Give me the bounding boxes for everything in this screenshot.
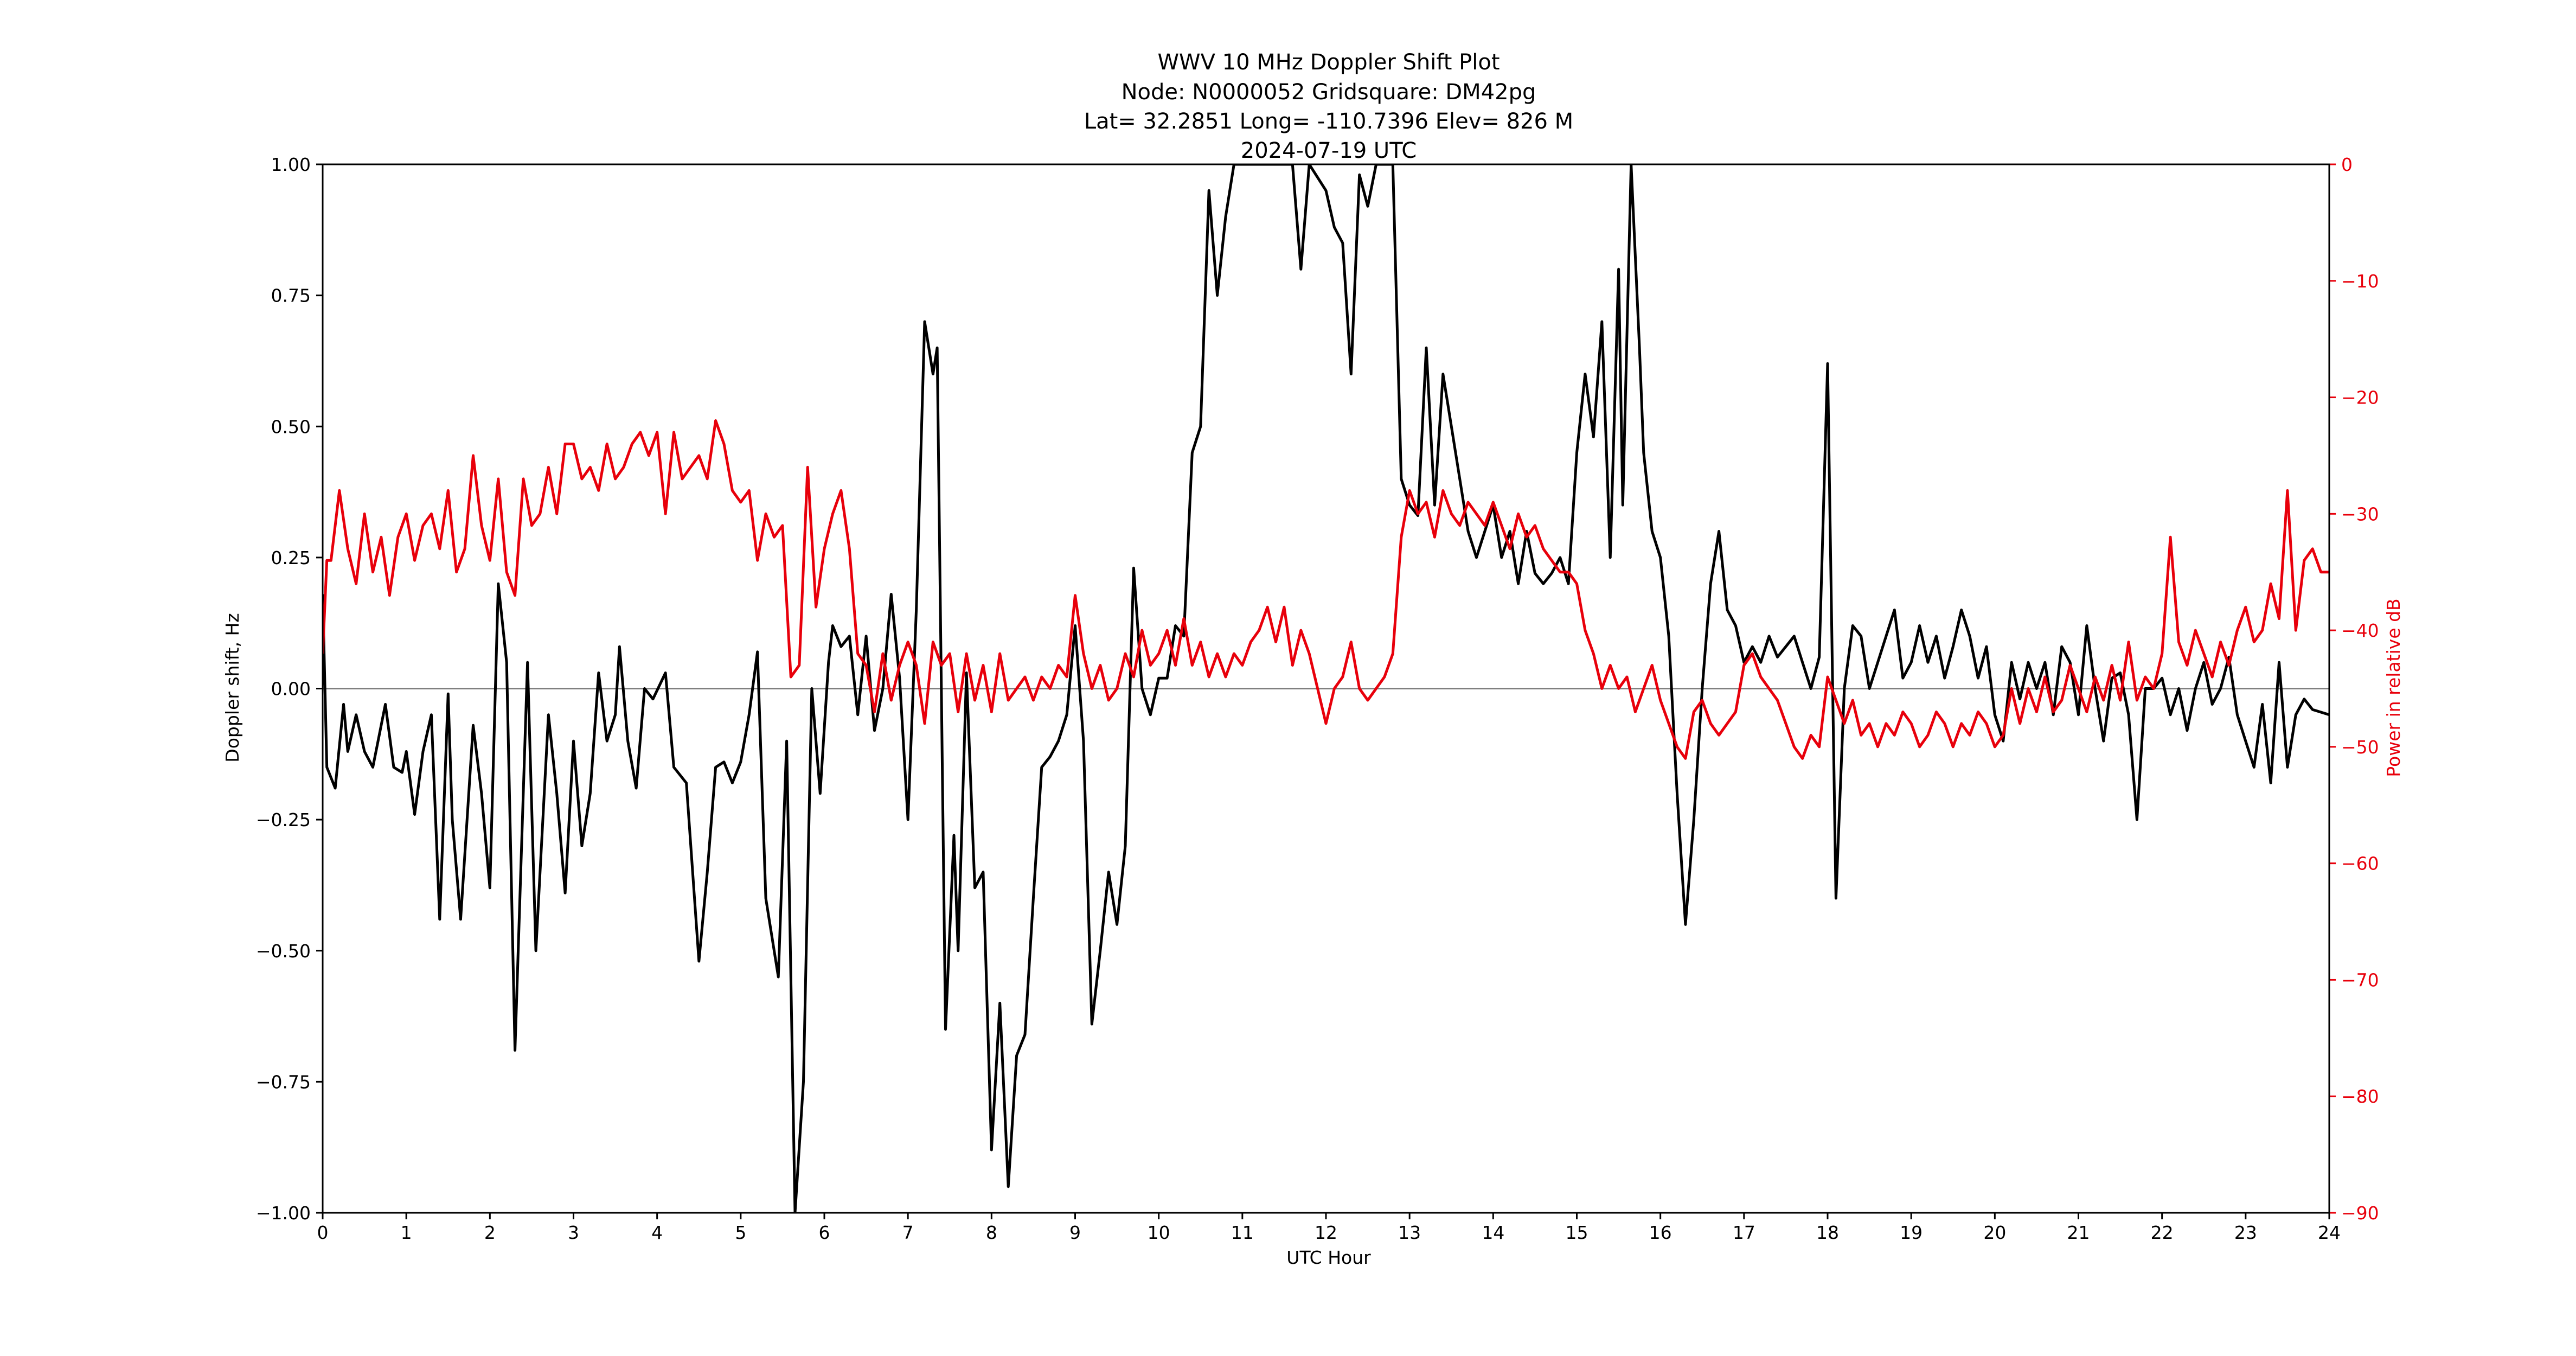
axes-frame	[322, 163, 2330, 1214]
left-tick-label: −0.50	[256, 941, 311, 962]
x-tick-label: 10	[1148, 1222, 1170, 1243]
left-axis-ticks: −1.00 −0.75 −0.50 −0.25 0.00 0.25 0.50 0.75 1.00	[256, 154, 323, 1224]
x-axis-ticks: 0 1 2 3 4 5 6 7 8 9 10 11 12 13 14 15 16 17 18 19 20 21 22 23 24	[317, 1213, 2341, 1243]
title-line-1: WWV 10 MHz Doppler Shift Plot	[1157, 50, 1500, 75]
left-tick-label: 1.00	[271, 154, 311, 175]
right-tick-label: −20	[2341, 387, 2379, 408]
x-tick-label: 17	[1733, 1222, 1755, 1243]
x-tick-label: 13	[1398, 1222, 1421, 1243]
left-tick-label: −0.25	[256, 809, 311, 830]
x-tick-label: 6	[819, 1222, 830, 1243]
title-line-4: 2024-07-19 UTC	[1241, 138, 1417, 163]
x-axis-label: UTC Hour	[1286, 1247, 1371, 1268]
right-axis-ticks: −90 −80 −70 −60 −50 −40 −30 −20 −10 0	[2329, 154, 2379, 1224]
right-tick-label: 0	[2341, 154, 2353, 175]
x-tick-label: 15	[1566, 1222, 1588, 1243]
right-tick-label: −10	[2341, 271, 2379, 292]
x-tick-label: 23	[2234, 1222, 2257, 1243]
x-tick-label: 20	[1983, 1222, 2006, 1243]
x-tick-label: 1	[401, 1222, 412, 1243]
left-tick-label: 0.50	[271, 416, 311, 437]
right-tick-label: −50	[2341, 737, 2379, 758]
x-tick-label: 7	[902, 1222, 914, 1243]
left-tick-label: 0.75	[271, 285, 311, 306]
x-tick-label: 0	[317, 1222, 329, 1243]
x-tick-label: 9	[1069, 1222, 1081, 1243]
plot-area	[323, 164, 2329, 1213]
left-tick-label: −1.00	[256, 1203, 311, 1224]
x-tick-label: 8	[986, 1222, 997, 1243]
x-tick-label: 21	[2067, 1222, 2090, 1243]
x-tick-label: 19	[1900, 1222, 1923, 1243]
right-tick-label: −60	[2341, 853, 2379, 874]
x-tick-label: 4	[651, 1222, 663, 1243]
doppler-series-line	[323, 164, 2329, 1213]
x-tick-label: 11	[1231, 1222, 1254, 1243]
right-tick-label: −80	[2341, 1086, 2379, 1107]
power-series-line	[323, 419, 2329, 760]
x-tick-label: 3	[568, 1222, 579, 1243]
chart-title: WWV 10 MHz Doppler Shift Plot Node: N000…	[1084, 50, 1573, 163]
left-tick-label: 0.00	[271, 679, 311, 700]
x-tick-label: 16	[1649, 1222, 1672, 1243]
x-tick-label: 24	[2318, 1222, 2341, 1243]
x-tick-label: 2	[484, 1222, 496, 1243]
right-axis-label: Power in relative dB	[2383, 598, 2404, 777]
left-tick-label: −0.75	[256, 1071, 311, 1092]
x-tick-label: 12	[1315, 1222, 1337, 1243]
left-tick-label: 0.25	[271, 547, 311, 568]
x-tick-label: 14	[1482, 1222, 1504, 1243]
right-tick-label: −30	[2341, 503, 2379, 525]
x-tick-label: 22	[2151, 1222, 2174, 1243]
title-line-2: Node: N0000052 Gridsquare: DM42pg	[1122, 80, 1536, 105]
title-line-3: Lat= 32.2851 Long= -110.7396 Elev= 826 M	[1084, 109, 1573, 134]
x-tick-label: 18	[1816, 1222, 1839, 1243]
right-tick-label: −70	[2341, 969, 2379, 990]
right-tick-label: −90	[2341, 1203, 2379, 1224]
left-axis-label: Doppler shift, Hz	[222, 613, 243, 762]
right-tick-label: −40	[2341, 620, 2379, 641]
x-tick-label: 5	[735, 1222, 746, 1243]
